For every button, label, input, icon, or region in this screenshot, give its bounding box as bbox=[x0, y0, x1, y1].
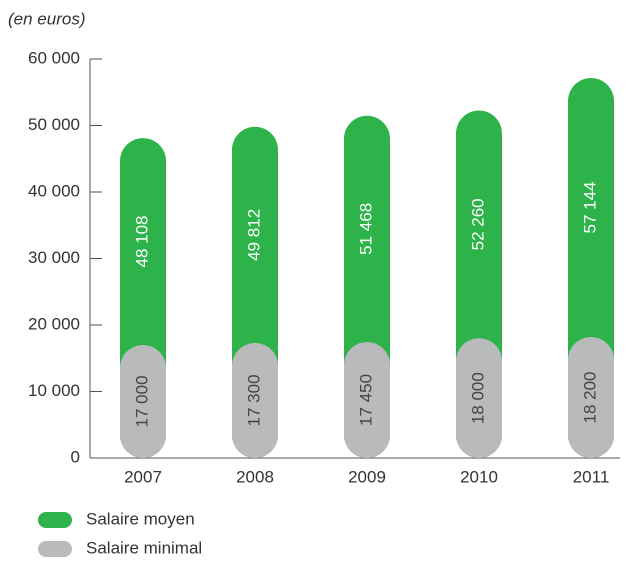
value-label: 18 000 bbox=[468, 372, 487, 424]
value-label: 48 108 bbox=[132, 216, 151, 268]
bar bbox=[344, 341, 390, 458]
x-tick-label: 2008 bbox=[236, 467, 274, 486]
bar bbox=[456, 338, 502, 458]
value-label: 17 300 bbox=[244, 374, 263, 426]
value-label: 17 000 bbox=[132, 375, 151, 427]
legend-label: Salaire moyen bbox=[86, 509, 195, 528]
value-label: 49 812 bbox=[244, 209, 263, 261]
value-label: 17 450 bbox=[356, 374, 375, 426]
value-label: 51 468 bbox=[356, 203, 375, 255]
chart-subtitle: (en euros) bbox=[8, 9, 85, 28]
x-tick-label: 2007 bbox=[124, 467, 162, 486]
x-tick-label: 2011 bbox=[573, 467, 610, 486]
value-label: 18 200 bbox=[580, 371, 599, 423]
y-tick-label: 30 000 bbox=[28, 248, 80, 267]
bar bbox=[568, 336, 614, 458]
x-tick-label: 2010 bbox=[460, 467, 498, 486]
y-tick-label: 50 000 bbox=[28, 115, 80, 134]
bar bbox=[232, 342, 278, 458]
bar bbox=[120, 344, 166, 458]
legend-swatch bbox=[38, 512, 72, 528]
legend-swatch bbox=[38, 541, 72, 557]
y-tick-label: 60 000 bbox=[28, 48, 80, 67]
y-tick-label: 10 000 bbox=[28, 381, 80, 400]
legend-label: Salaire minimal bbox=[86, 538, 202, 557]
value-label: 52 260 bbox=[468, 198, 487, 250]
y-tick-label: 20 000 bbox=[28, 314, 80, 333]
x-tick-label: 2009 bbox=[348, 467, 386, 486]
value-label: 57 144 bbox=[580, 181, 599, 233]
y-tick-label: 40 000 bbox=[28, 181, 80, 200]
y-tick-label: 0 bbox=[71, 447, 80, 466]
